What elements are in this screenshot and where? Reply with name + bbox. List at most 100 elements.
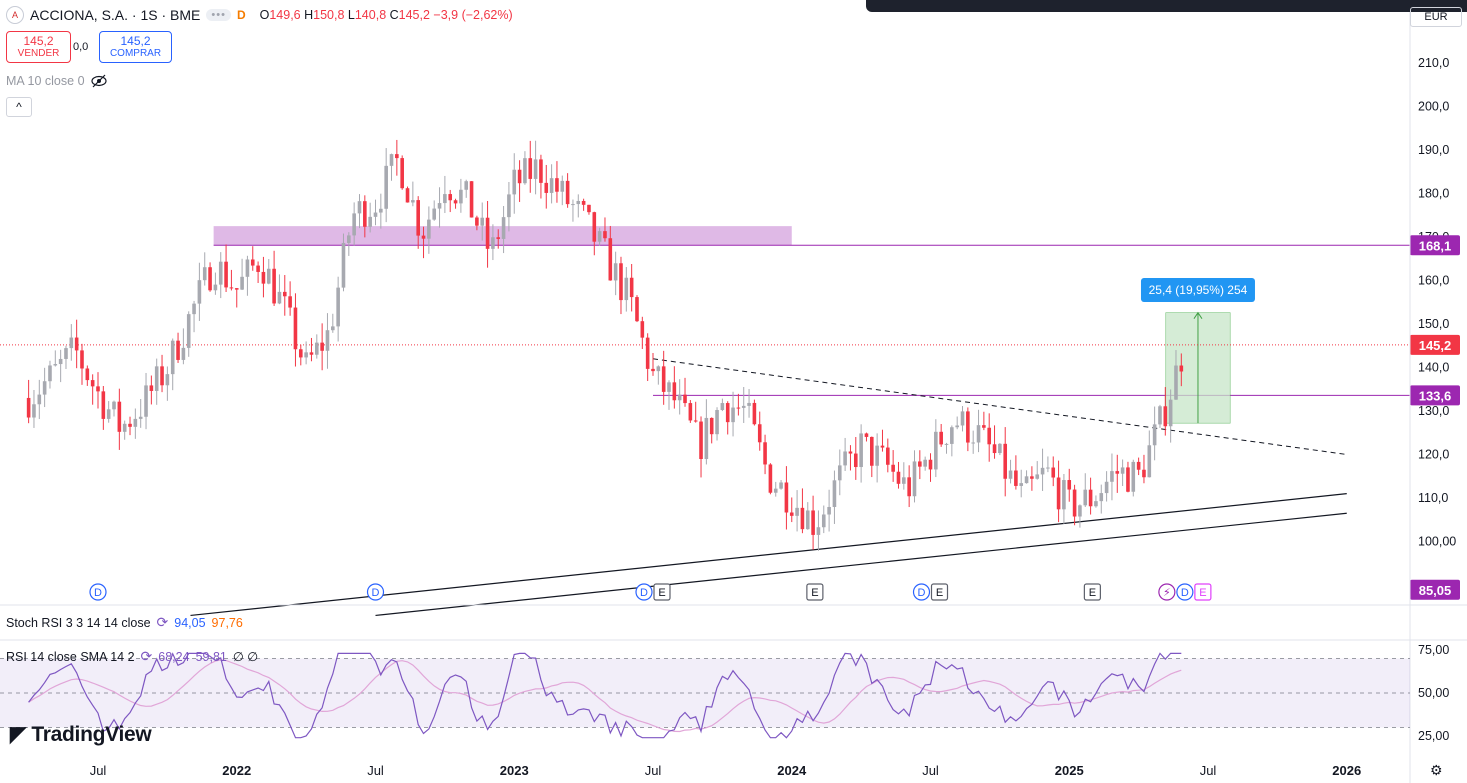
ohlc-readout: O149,6 H150,8 L140,8 C145,2 −3,9 (−2,62%… — [259, 8, 513, 22]
y-tick-label: 150,0 — [1418, 317, 1449, 331]
rsi-label: RSI 14 close SMA 14 2 — [6, 649, 135, 664]
candle — [501, 206, 506, 254]
candle — [1179, 353, 1184, 387]
candle — [1104, 471, 1109, 502]
candles — [26, 139, 1184, 551]
candle — [992, 425, 997, 459]
currency-selector[interactable]: EUR — [1410, 7, 1462, 27]
dividend-marker-label: D — [918, 587, 926, 599]
candle — [517, 160, 522, 202]
candle — [1163, 387, 1168, 436]
candle — [816, 510, 821, 551]
candle — [96, 372, 100, 409]
stoch-rsi-legend[interactable]: Stoch RSI 3 3 14 14 close ⟳ 94,05 97,76 — [6, 614, 243, 631]
y-tick-label: 190,0 — [1418, 143, 1449, 157]
candle — [395, 139, 399, 176]
candle — [853, 437, 858, 480]
candle — [864, 432, 869, 442]
price-axis-label: 145,2 — [1419, 338, 1452, 353]
tradingview-logo[interactable]: ◤ TradingView — [10, 723, 152, 746]
candle — [773, 481, 778, 497]
candle — [293, 293, 298, 367]
candle — [170, 338, 175, 391]
rsi-tick-label: 25,00 — [1418, 729, 1449, 743]
candle — [635, 295, 639, 323]
rsi-legend[interactable]: RSI 14 close SMA 14 2 ⟳ 68,24 59,81 ∅ ∅ — [6, 648, 258, 665]
candle — [336, 276, 340, 342]
buy-button[interactable]: 145,2 COMPRAR — [99, 31, 172, 63]
candle — [677, 379, 682, 415]
candle — [821, 505, 826, 534]
candle — [347, 232, 351, 256]
earnings-marker — [930, 583, 949, 601]
candle — [229, 269, 234, 291]
candle — [859, 424, 863, 483]
ma-label: MA 10 close 0 — [6, 74, 85, 88]
candle — [218, 252, 223, 299]
candle — [496, 229, 501, 249]
candle — [902, 462, 906, 490]
candle — [784, 466, 789, 530]
refresh-icon[interactable]: ⟳ — [140, 648, 153, 664]
dividend-marker — [635, 583, 653, 601]
dividend-marker-label: D — [94, 587, 102, 599]
candle — [197, 262, 202, 321]
candle — [144, 372, 148, 430]
candle — [699, 416, 703, 478]
candle — [133, 408, 138, 439]
candle — [37, 379, 42, 420]
earnings-marker — [806, 583, 824, 601]
measure-arrow-head — [1193, 311, 1203, 319]
candle — [1094, 495, 1098, 508]
candle — [629, 263, 634, 312]
candle — [32, 389, 36, 428]
price-axis-label-bg — [1410, 385, 1460, 406]
high-value: 150,8 — [313, 8, 345, 22]
candle — [90, 374, 95, 405]
refresh-icon[interactable]: ⟳ — [156, 614, 169, 630]
x-tick-label: Jul — [1200, 763, 1217, 778]
rsi-extra: ∅ ∅ — [232, 650, 259, 664]
candle — [1110, 453, 1114, 501]
y-tick-label: 210,0 — [1418, 56, 1449, 70]
ma-indicator-legend[interactable]: MA 10 close 0 — [6, 74, 107, 88]
candle — [597, 227, 602, 246]
candle — [122, 420, 127, 440]
candle — [923, 456, 927, 471]
spread-value: 0,0 — [73, 41, 89, 53]
gear-icon[interactable]: ⚙ — [1430, 762, 1443, 778]
rsi-line — [28, 652, 1182, 739]
eye-off-icon[interactable] — [90, 74, 107, 88]
candle — [448, 189, 453, 213]
more-dots-icon[interactable]: ••• — [206, 9, 231, 21]
candle — [934, 419, 938, 478]
x-tick-label: 2022 — [222, 763, 251, 778]
candle — [475, 215, 479, 231]
candle — [539, 154, 543, 199]
candle — [757, 411, 762, 451]
candle — [918, 450, 922, 480]
candle — [811, 495, 815, 550]
candle — [960, 406, 965, 432]
drawing-toolbar[interactable] — [866, 0, 1467, 12]
split-marker-label: ⚡ — [1163, 586, 1171, 599]
candle — [309, 337, 314, 362]
rsi-value: 68,24 — [158, 649, 190, 664]
candle — [314, 334, 319, 359]
candle — [261, 256, 266, 298]
sell-button[interactable]: 145,2 VENDER — [6, 31, 71, 63]
collapse-legend-button[interactable]: ^ — [6, 97, 32, 117]
x-tick-label: 2025 — [1055, 763, 1084, 778]
candle — [298, 344, 303, 366]
candle — [613, 251, 618, 296]
candle — [656, 365, 661, 385]
dividend-marker-label: D — [1181, 587, 1189, 599]
data-delay-badge[interactable]: D — [236, 8, 246, 22]
symbol-title[interactable]: ACCIONA, S.A. · 1S · BME — [30, 7, 201, 23]
candle — [736, 393, 741, 416]
candle — [1046, 456, 1050, 473]
candle — [181, 328, 186, 365]
descending-trendline — [652, 358, 1347, 455]
candle — [1008, 459, 1013, 484]
